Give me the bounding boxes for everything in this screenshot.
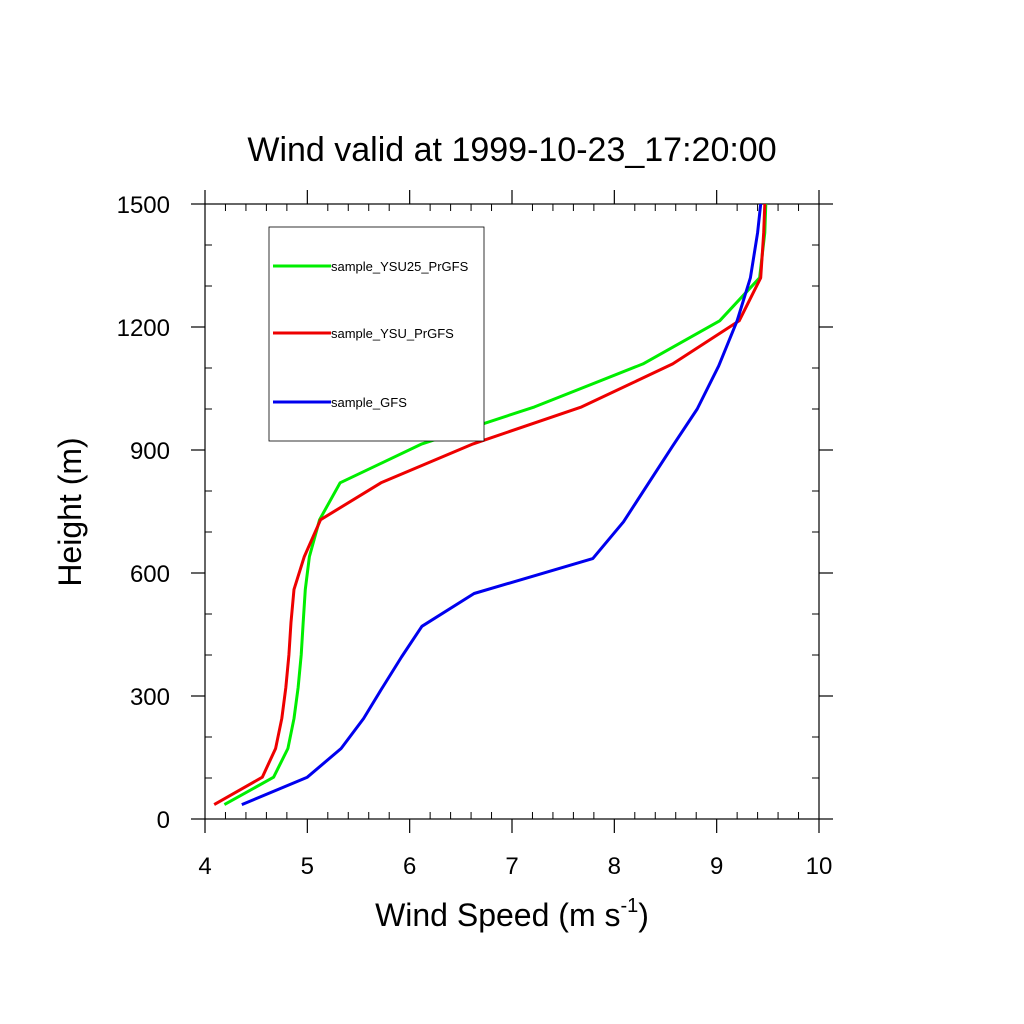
legend: sample_YSU25_PrGFS sample_YSU_PrGFS samp… [268,226,485,442]
y-tick-label: 300 [130,684,170,711]
legend-label-ysu25: sample_YSU25_PrGFS [331,259,469,274]
x-tick-label: 7 [505,853,518,880]
legend-label-ysu: sample_YSU_PrGFS [331,326,454,341]
x-tick-labels: 4 5 6 7 8 9 10 [198,853,832,880]
x-tick-label: 9 [710,853,723,880]
x-axis-label-main: Wind Speed (m s [375,897,620,933]
y-tick-label: 0 [157,807,170,834]
y-tick-labels: 0 300 600 900 1200 1500 [117,192,170,834]
y-axis-label: Height (m) [52,437,88,586]
x-tick-label: 6 [403,853,416,880]
series-line-ysu-prgfs [213,203,767,806]
x-axis-label-close: ) [638,897,649,933]
x-axis-label-superscript: -1 [620,895,638,917]
y-tick-label: 1500 [117,192,170,219]
x-tick-label: 8 [608,853,621,880]
y-tick-label: 600 [130,561,170,588]
x-tick-label: 5 [301,853,314,880]
series-line-gfs [241,203,763,806]
legend-label-gfs: sample_GFS [331,395,407,410]
x-tick-label: 10 [806,853,833,880]
chart-title: Wind valid at 1999-10-23_17:20:00 [247,131,776,169]
series-lines [213,203,768,806]
x-tick-label: 4 [198,853,211,880]
y-tick-label: 1200 [117,315,170,342]
x-axis-label: Wind Speed (m s-1) [375,895,649,933]
major-ticks [191,190,833,833]
y-tick-label: 900 [130,438,170,465]
series-line-ysu25-prgfs [223,203,768,806]
minor-ticks [205,204,819,819]
